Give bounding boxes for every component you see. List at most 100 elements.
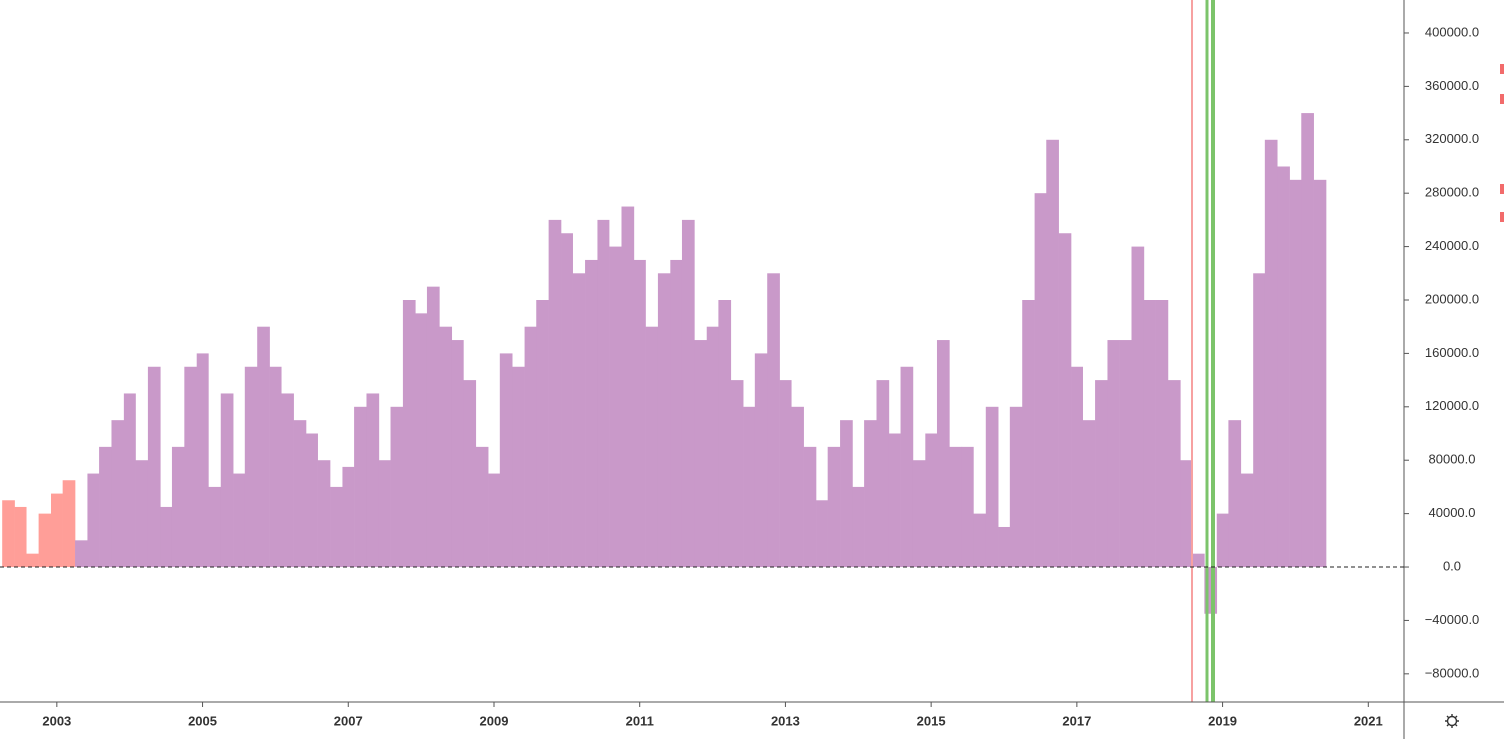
bar	[912, 460, 926, 568]
bar	[1119, 340, 1132, 568]
gear-teeth[interactable]	[1445, 714, 1459, 728]
bar	[876, 380, 890, 568]
bar	[572, 273, 586, 568]
bar	[645, 326, 659, 568]
x-tick-label: 2005	[188, 713, 217, 728]
bars	[2, 113, 1327, 614]
bar	[293, 420, 307, 568]
x-tick-label: 2007	[334, 713, 363, 728]
bar	[840, 420, 853, 568]
marker	[1500, 64, 1504, 74]
bar	[354, 406, 367, 568]
bar	[888, 433, 901, 568]
bar	[208, 486, 222, 568]
y-tick-label: 0.0	[1443, 558, 1461, 573]
y-tick-label: 240000.0	[1425, 238, 1479, 253]
bar	[1022, 299, 1035, 568]
bar	[694, 340, 708, 568]
bar	[621, 206, 635, 568]
bar	[390, 406, 404, 568]
bar	[1301, 113, 1314, 568]
bar	[1046, 139, 1059, 568]
bar	[718, 299, 732, 568]
bar	[1167, 380, 1181, 568]
x-tick-label: 2019	[1208, 713, 1237, 728]
bar	[317, 460, 331, 568]
bar	[670, 259, 683, 568]
bar	[366, 393, 380, 568]
bar	[1071, 366, 1083, 568]
bar	[378, 460, 391, 568]
bar	[475, 446, 489, 568]
bar	[1058, 233, 1072, 568]
bar	[38, 513, 52, 568]
bar	[754, 353, 768, 568]
bar	[609, 246, 622, 568]
bar	[439, 326, 453, 568]
x-tick-label: 2011	[626, 713, 654, 728]
bar	[706, 326, 719, 568]
bar	[961, 446, 974, 568]
bar	[2, 500, 15, 568]
bar	[160, 506, 173, 568]
bar	[743, 406, 756, 568]
bar	[791, 406, 804, 568]
y-tick-label: 40000.0	[1429, 505, 1476, 520]
bar	[147, 366, 161, 568]
x-tick-label: 2015	[917, 713, 946, 728]
bar	[269, 366, 282, 568]
bar	[463, 380, 477, 568]
bar	[281, 393, 294, 568]
x-tick-label: 2009	[480, 713, 509, 728]
bar	[900, 366, 914, 568]
bar	[949, 446, 963, 568]
bar	[803, 446, 817, 568]
bar	[561, 233, 573, 568]
bar	[184, 366, 198, 568]
bar	[536, 299, 549, 568]
bar	[87, 473, 100, 568]
bar	[864, 420, 877, 568]
bar	[548, 219, 562, 568]
bar	[330, 486, 343, 568]
bar	[524, 326, 537, 568]
bar	[171, 446, 185, 568]
bar	[1313, 179, 1327, 568]
x-tick-label: 2021	[1354, 713, 1383, 728]
y-tick-label: 80000.0	[1429, 452, 1476, 467]
bar	[1216, 513, 1229, 568]
settings-icon[interactable]	[1445, 714, 1459, 728]
bar	[26, 553, 39, 568]
y-tick-label: 280000.0	[1425, 185, 1479, 200]
bar	[1228, 420, 1242, 568]
bar	[827, 446, 841, 568]
bar	[1009, 406, 1023, 568]
y-tick-label: 160000.0	[1425, 345, 1479, 360]
bar	[1180, 460, 1193, 568]
bar	[1095, 380, 1108, 568]
bar	[426, 286, 440, 568]
bar	[998, 526, 1011, 568]
marker	[1500, 212, 1504, 222]
bar	[75, 540, 88, 568]
bar	[973, 513, 987, 568]
bar	[499, 353, 513, 568]
bar	[111, 420, 125, 568]
bar	[1131, 246, 1145, 568]
x-tick-label: 2013	[771, 713, 800, 728]
bar	[779, 380, 792, 568]
bar	[306, 433, 318, 568]
y-tick-label: −80000.0	[1425, 665, 1480, 680]
bar	[1277, 166, 1290, 568]
bar	[402, 299, 416, 568]
gear[interactable]	[1446, 715, 1458, 727]
bar	[1107, 340, 1120, 568]
bar	[1289, 179, 1302, 568]
bar	[1034, 193, 1047, 568]
bar	[257, 326, 270, 568]
bar	[585, 259, 598, 568]
marker	[1500, 184, 1504, 194]
bar	[816, 500, 828, 568]
bar	[415, 313, 428, 568]
bar	[767, 273, 780, 568]
